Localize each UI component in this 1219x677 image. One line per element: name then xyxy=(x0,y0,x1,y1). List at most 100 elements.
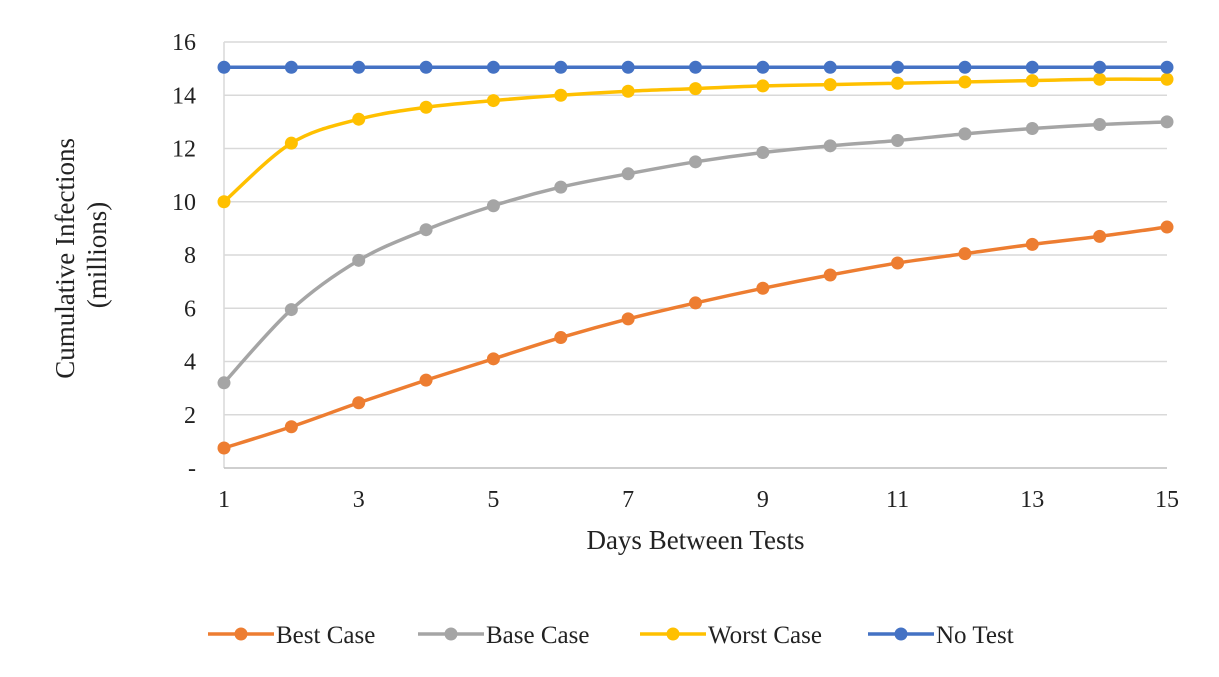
data-point-best-case xyxy=(419,373,433,387)
data-point-no-test xyxy=(621,60,635,74)
data-point-worst-case xyxy=(891,76,905,90)
data-point-worst-case xyxy=(217,195,231,209)
series-base-case xyxy=(217,115,1174,390)
x-tick-label: 3 xyxy=(353,487,365,513)
y-axis-title: Cumulative Infections (millions) xyxy=(50,131,112,378)
x-tick-label: 13 xyxy=(1020,487,1044,513)
data-point-worst-case xyxy=(1160,72,1174,86)
legend-label: Best Case xyxy=(276,622,375,649)
data-point-worst-case xyxy=(352,112,366,126)
data-point-worst-case xyxy=(554,88,568,102)
data-point-worst-case xyxy=(689,82,702,96)
data-point-base-case xyxy=(554,180,568,194)
data-point-base-case xyxy=(1160,115,1174,129)
data-point-no-test xyxy=(352,60,366,74)
data-point-no-test xyxy=(1025,60,1039,74)
x-tick-label: 5 xyxy=(487,487,499,513)
legend: Best Case Base Case Worst Case No Test xyxy=(208,622,1014,649)
data-point-worst-case xyxy=(621,84,635,98)
data-point-worst-case xyxy=(1093,72,1107,86)
data-point-base-case xyxy=(486,199,500,213)
legend-label: Worst Case xyxy=(708,622,822,649)
y-tick-label: 4 xyxy=(184,350,196,376)
data-point-worst-case xyxy=(486,94,500,108)
data-point-base-case xyxy=(823,139,837,153)
y-axis-title-line-2: (millions) xyxy=(82,202,112,309)
y-tick-label: 2 xyxy=(184,403,196,429)
data-point-no-test xyxy=(958,60,972,74)
data-point-no-test xyxy=(823,60,837,74)
legend-swatch-marker xyxy=(234,627,248,641)
legend-item-base-case: Base Case xyxy=(418,622,589,649)
series-worst-case xyxy=(217,72,1174,209)
x-tick-label: 9 xyxy=(757,487,769,513)
x-axis-title: Days Between Tests xyxy=(586,525,804,555)
data-point-best-case xyxy=(1093,229,1107,243)
data-point-best-case xyxy=(756,281,770,295)
data-point-no-test xyxy=(554,60,568,74)
data-point-no-test xyxy=(486,60,500,74)
legend-label: Base Case xyxy=(486,622,589,649)
x-tick-label: 1 xyxy=(218,487,230,513)
data-point-best-case xyxy=(891,256,905,270)
data-point-no-test xyxy=(891,60,905,74)
data-point-best-case xyxy=(1160,220,1174,234)
data-point-worst-case xyxy=(419,100,433,114)
data-point-best-case xyxy=(689,296,702,310)
y-tick-label: 16 xyxy=(172,30,196,56)
data-point-base-case xyxy=(756,145,770,159)
x-tick-label: 11 xyxy=(886,487,909,513)
y-tick-label: - xyxy=(188,456,196,482)
legend-swatch-marker xyxy=(666,627,680,641)
data-point-base-case xyxy=(1025,122,1039,136)
y-tick-label: 14 xyxy=(172,83,196,109)
legend-label: No Test xyxy=(936,622,1014,649)
legend-item-worst-case: Worst Case xyxy=(640,622,822,649)
y-tick-label: 10 xyxy=(172,190,196,216)
data-point-worst-case xyxy=(958,75,972,89)
series-no-test xyxy=(217,60,1174,74)
data-point-base-case xyxy=(958,127,972,141)
data-point-no-test xyxy=(689,60,702,74)
data-point-worst-case xyxy=(1025,74,1039,88)
data-point-worst-case xyxy=(756,79,770,93)
data-point-base-case xyxy=(217,376,231,390)
data-point-best-case xyxy=(352,396,366,410)
data-point-best-case xyxy=(958,247,972,261)
data-point-no-test xyxy=(217,60,231,74)
series-best-case xyxy=(217,220,1174,455)
x-axis-ticks: 1 3 5 7 9 11 13 15 xyxy=(218,487,1179,513)
data-point-worst-case xyxy=(284,136,298,150)
x-tick-label: 7 xyxy=(622,487,634,513)
data-point-no-test xyxy=(419,60,433,74)
x-tick-label: 15 xyxy=(1155,487,1179,513)
legend-swatch-marker xyxy=(894,627,908,641)
data-point-best-case xyxy=(554,331,568,345)
data-point-base-case xyxy=(891,134,905,148)
data-point-base-case xyxy=(689,155,702,169)
data-point-best-case xyxy=(823,268,837,282)
legend-swatch-marker xyxy=(444,627,458,641)
data-point-no-test xyxy=(284,60,298,74)
series-group xyxy=(217,60,1174,455)
data-point-base-case xyxy=(419,223,433,237)
data-point-best-case xyxy=(486,352,500,366)
legend-item-best-case: Best Case xyxy=(208,622,375,649)
data-point-base-case xyxy=(352,253,366,267)
series-line-worst-case xyxy=(222,77,1169,204)
data-point-base-case xyxy=(284,303,298,317)
y-tick-label: 12 xyxy=(172,137,196,163)
y-tick-label: 6 xyxy=(184,296,196,322)
data-point-best-case xyxy=(284,420,298,434)
data-point-worst-case xyxy=(823,78,837,92)
data-point-best-case xyxy=(1025,237,1039,251)
legend-item-no-test: No Test xyxy=(868,622,1014,649)
data-point-no-test xyxy=(1160,60,1174,74)
data-point-best-case xyxy=(217,441,231,455)
data-point-no-test xyxy=(1093,60,1107,74)
y-axis-title-line-1: Cumulative Infections xyxy=(50,138,80,379)
data-point-base-case xyxy=(621,167,635,181)
y-axis-ticks: - 2 4 6 8 10 12 14 16 xyxy=(172,30,196,482)
